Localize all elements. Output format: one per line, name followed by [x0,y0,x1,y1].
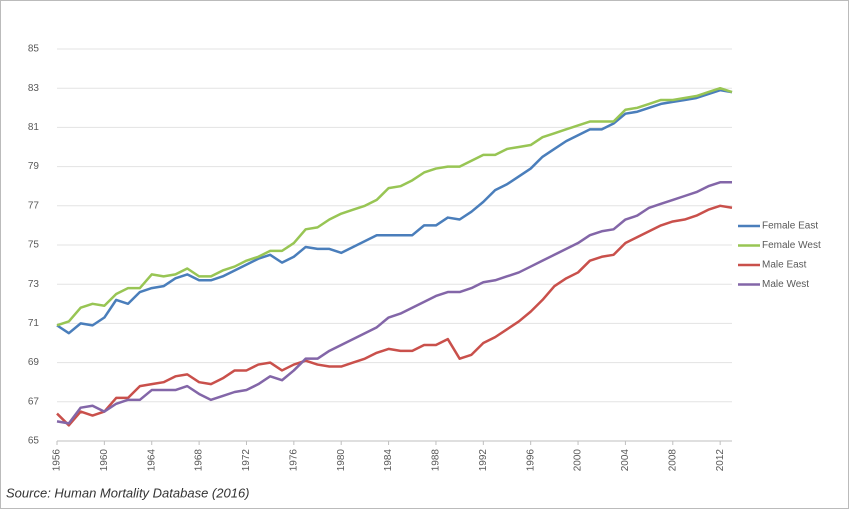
x-tick-label: 1988 [431,449,442,472]
source-note: Source: Human Mortality Database (2016) [6,485,250,500]
series-line [56,181,732,425]
x-tick-label: 1960 [99,449,110,472]
x-tick-label: 2012 [715,449,726,472]
series-line [56,88,733,335]
x-tick-label: 2004 [620,449,631,472]
x-tick-label: 1956 [52,449,63,472]
y-tick-label: 79 [28,161,40,172]
y-tick-label: 65 [28,436,40,447]
x-tick-label: 1992 [478,449,489,472]
series-line [56,204,733,427]
x-tick-label: 1996 [525,449,536,472]
y-tick-label: 69 [28,357,40,368]
legend-label: Female East [762,221,818,232]
y-tick-label: 77 [28,200,40,211]
y-tick-label: 85 [28,44,40,55]
series-line [56,86,733,327]
y-tick-label: 83 [28,83,40,94]
legend-label: Male West [762,279,809,290]
x-tick-label: 1976 [288,449,299,472]
legend-label: Female West [762,240,821,251]
x-tick-label: 2008 [667,449,678,472]
x-tick-label: 1964 [146,449,157,472]
x-tick-label: 1972 [241,449,252,472]
y-tick-label: 67 [28,396,40,407]
y-tick-label: 73 [28,279,40,290]
x-tick-label: 1984 [383,449,394,472]
legend-label: Male East [762,260,807,271]
y-tick-label: 71 [28,318,40,329]
y-tick-label: 81 [28,122,40,133]
x-tick-label: 1980 [336,449,347,472]
y-tick-label: 75 [28,240,40,251]
x-tick-label: 1968 [194,449,205,472]
x-tick-label: 2000 [573,449,584,472]
